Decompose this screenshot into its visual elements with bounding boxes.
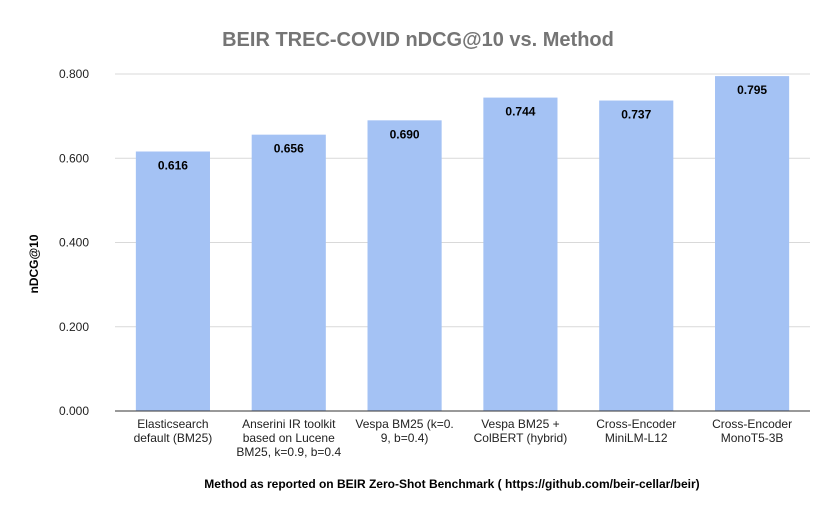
bar — [599, 100, 674, 411]
x-axis-title: Method as reported on BEIR Zero-Shot Ben… — [204, 477, 699, 491]
data-label: 0.737 — [621, 108, 651, 122]
chart-title: BEIR TREC-COVID nDCG@10 vs. Method — [222, 29, 614, 51]
x-category-label: Vespa BM25 (k=0. 9, b=0.4) — [355, 417, 453, 445]
data-label: 0.656 — [274, 142, 304, 156]
y-tick-label: 0.600 — [59, 151, 89, 165]
data-label: 0.690 — [390, 127, 420, 141]
y-axis-title: nDCG@10 — [27, 234, 41, 293]
gridlines — [115, 73, 810, 328]
data-label: 0.744 — [505, 105, 535, 119]
y-tick-label: 0.800 — [59, 67, 89, 81]
bar — [715, 76, 790, 411]
x-axis-categories: Elasticsearch default (BM25) Anserini IR t… — [134, 417, 793, 459]
x-category-label: Vespa BM25 + ColBERT (hybrid) — [474, 417, 568, 445]
y-tick-label: 0.400 — [59, 236, 89, 250]
x-category-label: Elasticsearch default (BM25) — [134, 417, 213, 445]
data-label: 0.616 — [158, 159, 188, 173]
x-category-label: Cross-Encoder MiniLM-L12 — [596, 417, 676, 445]
y-axis-ticks: 0.000 0.200 0.400 0.600 0.800 — [59, 67, 89, 418]
bar — [483, 97, 558, 411]
data-labels: 0.616 0.656 0.690 0.744 0.737 0.795 — [158, 83, 768, 172]
data-label: 0.795 — [737, 83, 767, 97]
bars — [135, 76, 790, 412]
bar — [251, 134, 326, 411]
y-tick-label: 0.200 — [59, 320, 89, 334]
y-tick-label: 0.000 — [59, 404, 89, 418]
bar — [367, 120, 442, 412]
x-category-label: Anserini IR toolkit based on Lucene BM25, … — [236, 417, 341, 459]
x-category-label: Cross-Encoder MonoT5-3B — [712, 417, 792, 445]
bar — [135, 151, 210, 411]
